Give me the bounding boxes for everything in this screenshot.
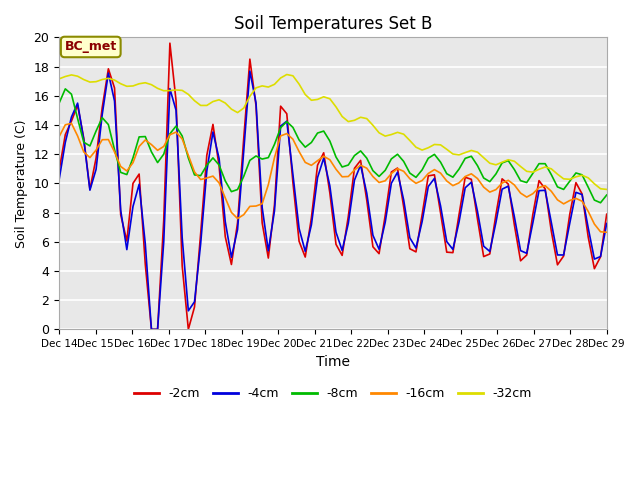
Title: Soil Temperatures Set B: Soil Temperatures Set B <box>234 15 432 33</box>
Legend: -2cm, -4cm, -8cm, -16cm, -32cm: -2cm, -4cm, -8cm, -16cm, -32cm <box>129 382 537 405</box>
Text: BC_met: BC_met <box>65 40 117 53</box>
Y-axis label: Soil Temperature (C): Soil Temperature (C) <box>15 119 28 248</box>
X-axis label: Time: Time <box>316 355 350 369</box>
